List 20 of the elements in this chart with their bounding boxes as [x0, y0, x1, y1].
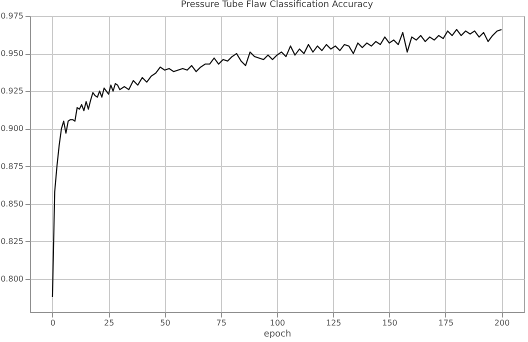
- y-tick-label: 0.925: [0, 86, 24, 96]
- y-tick-label: 0.850: [0, 199, 24, 208]
- chart-title: Pressure Tube Flaw Classification Accuracy: [180, 0, 374, 10]
- x-tick-label: 175: [438, 318, 454, 328]
- x-tick-label: 150: [382, 318, 398, 328]
- line-series: [52, 28, 502, 298]
- x-tick-label: 125: [326, 318, 342, 328]
- y-tick-label: 0.800: [0, 274, 24, 284]
- x-tick-label: 75: [216, 318, 226, 328]
- y-tick-label: 0.875: [0, 162, 24, 171]
- x-tick-label: 0: [50, 318, 56, 328]
- x-tick-label: 200: [494, 318, 510, 328]
- x-axis-title: epoch: [264, 330, 292, 340]
- y-tick-label: 0.825: [0, 236, 24, 246]
- x-tick-label: 50: [160, 318, 170, 328]
- x-tick-label: 25: [104, 318, 114, 328]
- y-tick-label: 0.900: [0, 124, 24, 134]
- y-tick-label: 0.950: [0, 49, 24, 58]
- y-tick-label: 0.975: [0, 12, 24, 20]
- x-tick-label: 100: [270, 318, 286, 328]
